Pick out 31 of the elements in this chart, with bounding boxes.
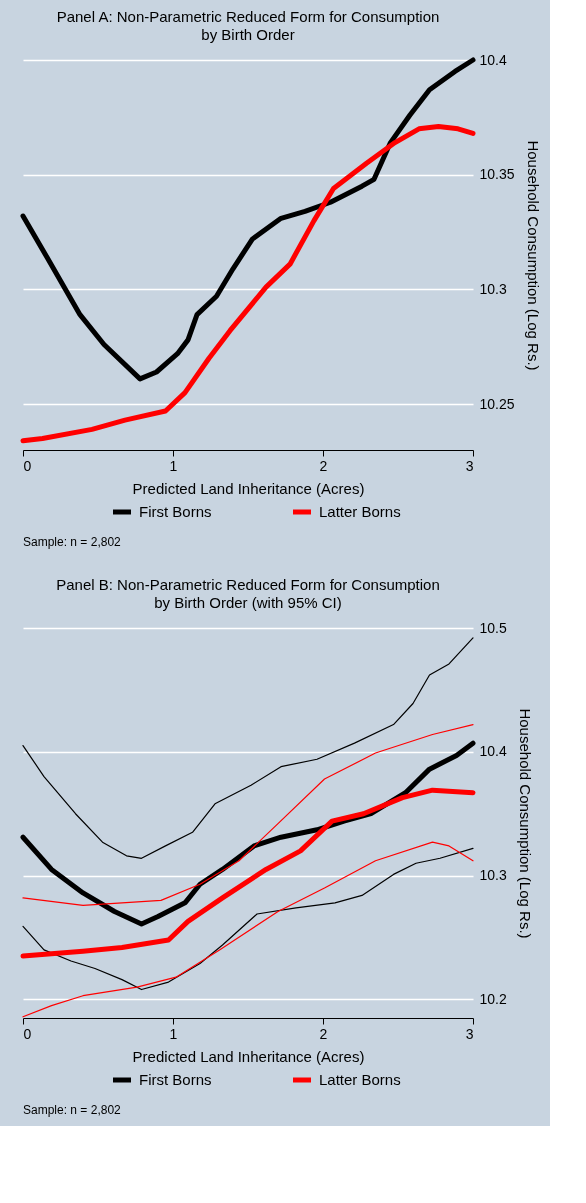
chart-title: Panel B: Non-Parametric Reduced Form for Consumption by Birth Order (with 95% CI) (56, 576, 440, 611)
x-tick-label: 1 (169, 457, 178, 474)
x-tick-label: 2 (319, 457, 328, 474)
y-tick-label: 10.2 (479, 990, 507, 1007)
text: Sample: n = 2,802 (23, 535, 122, 549)
y-tick-label: 10.35 (479, 166, 515, 183)
legend-label: First Borns (139, 1071, 212, 1088)
legend-label: Latter Borns (319, 503, 401, 520)
x-tick-label: 0 (23, 457, 32, 474)
line-series (22, 723, 474, 906)
x-axis-title: Predicted Land Inheritance (Acres) (132, 479, 365, 497)
y-tick-label: 10.3 (479, 280, 507, 297)
x-tick-label: 3 (465, 457, 474, 474)
line-series (22, 847, 474, 991)
y-axis-title: Household Consumption (Log Rs.) (524, 140, 542, 371)
y-axis-title: Household Consumption (Log Rs.) (516, 708, 534, 939)
x-tick-label: 2 (319, 1025, 328, 1042)
x-tick-label: 3 (465, 1025, 474, 1042)
legend-label: First Borns (139, 503, 212, 520)
y-tick-label: 10.5 (479, 619, 507, 636)
chart-title: Panel A: Non-Parametric Reduced Form for Consumption by Birth Order (56, 8, 440, 43)
text: Sample: n = 2,802 (23, 1103, 122, 1117)
y-tick-label: 10.4 (479, 51, 507, 68)
legend-label: Latter Borns (319, 1071, 401, 1088)
y-tick-label: 10.4 (479, 743, 507, 760)
x-tick-label: 1 (169, 1025, 178, 1042)
line-series (22, 637, 474, 859)
y-tick-label: 10.25 (479, 395, 515, 412)
x-tick-label: 0 (23, 1025, 32, 1042)
y-tick-label: 10.3 (479, 867, 507, 884)
x-axis-title: Predicted Land Inheritance (Acres) (132, 1047, 365, 1065)
